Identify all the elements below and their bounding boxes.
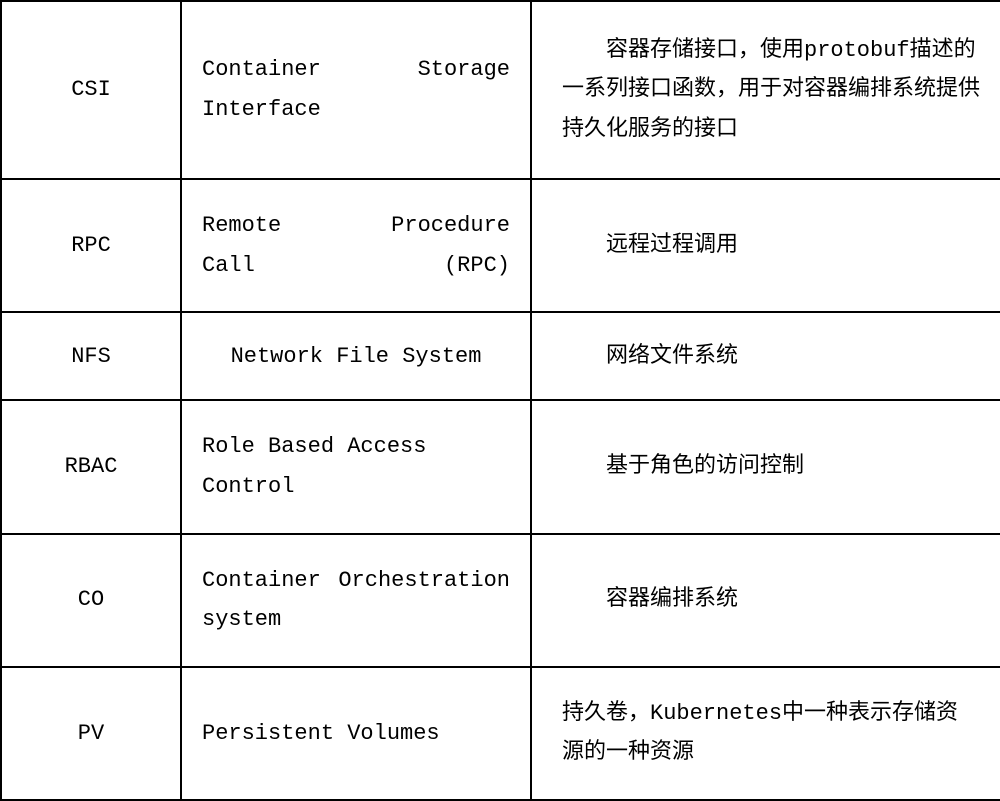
table-row: NFS Network File System 网络文件系统 — [1, 312, 1000, 400]
desc-text: 持久卷，Kubernetes中一种表示存储资源的一种资源 — [562, 694, 980, 773]
table-row: CSI Container Storage Interface 容器存储接口，使… — [1, 1, 1000, 179]
full-word: Container — [202, 561, 321, 601]
cell-full: Role Based Access Control — [181, 400, 531, 533]
cell-full: Container Storage Interface — [181, 1, 531, 179]
full-word: Storage — [418, 50, 510, 90]
table-row: RBAC Role Based Access Control 基于角色的访问控制 — [1, 400, 1000, 533]
glossary-table: CSI Container Storage Interface 容器存储接口，使… — [0, 0, 1000, 801]
desc-text: 远程过程调用 — [562, 226, 980, 266]
table-row: CO Container Orchestration system 容器编排系统 — [1, 534, 1000, 667]
cell-full: Remote Procedure Call (RPC) — [181, 179, 531, 312]
cell-desc: 容器编排系统 — [531, 534, 1000, 667]
full-word: Remote — [202, 206, 281, 246]
desc-text: 容器存储接口，使用protobuf描述的一系列接口函数，用于对容器编排系统提供持… — [562, 31, 980, 150]
cell-desc: 网络文件系统 — [531, 312, 1000, 400]
desc-text: 容器编排系统 — [562, 580, 980, 620]
cell-desc: 基于角色的访问控制 — [531, 400, 1000, 533]
cell-abbr: PV — [1, 667, 181, 800]
cell-abbr: CSI — [1, 1, 181, 179]
cell-desc: 持久卷，Kubernetes中一种表示存储资源的一种资源 — [531, 667, 1000, 800]
glossary-table-container: CSI Container Storage Interface 容器存储接口，使… — [0, 0, 1000, 801]
cell-abbr: RPC — [1, 179, 181, 312]
cell-abbr: CO — [1, 534, 181, 667]
cell-desc: 容器存储接口，使用protobuf描述的一系列接口函数，用于对容器编排系统提供持… — [531, 1, 1000, 179]
full-word: Orchestration — [338, 561, 510, 601]
cell-abbr: NFS — [1, 312, 181, 400]
full-word: Interface — [202, 90, 510, 130]
desc-text: 网络文件系统 — [562, 337, 980, 377]
desc-text: 基于角色的访问控制 — [562, 447, 980, 487]
cell-full: Persistent Volumes — [181, 667, 531, 800]
table-row: PV Persistent Volumes 持久卷，Kubernetes中一种表… — [1, 667, 1000, 800]
full-word: Container — [202, 50, 321, 90]
full-word: system — [202, 600, 510, 640]
full-word: Procedure — [391, 206, 510, 246]
cell-desc: 远程过程调用 — [531, 179, 1000, 312]
cell-full: Network File System — [181, 312, 531, 400]
cell-abbr: RBAC — [1, 400, 181, 533]
full-word: Call (RPC) — [202, 246, 510, 286]
table-row: RPC Remote Procedure Call (RPC) 远程过程调用 — [1, 179, 1000, 312]
cell-full: Container Orchestration system — [181, 534, 531, 667]
